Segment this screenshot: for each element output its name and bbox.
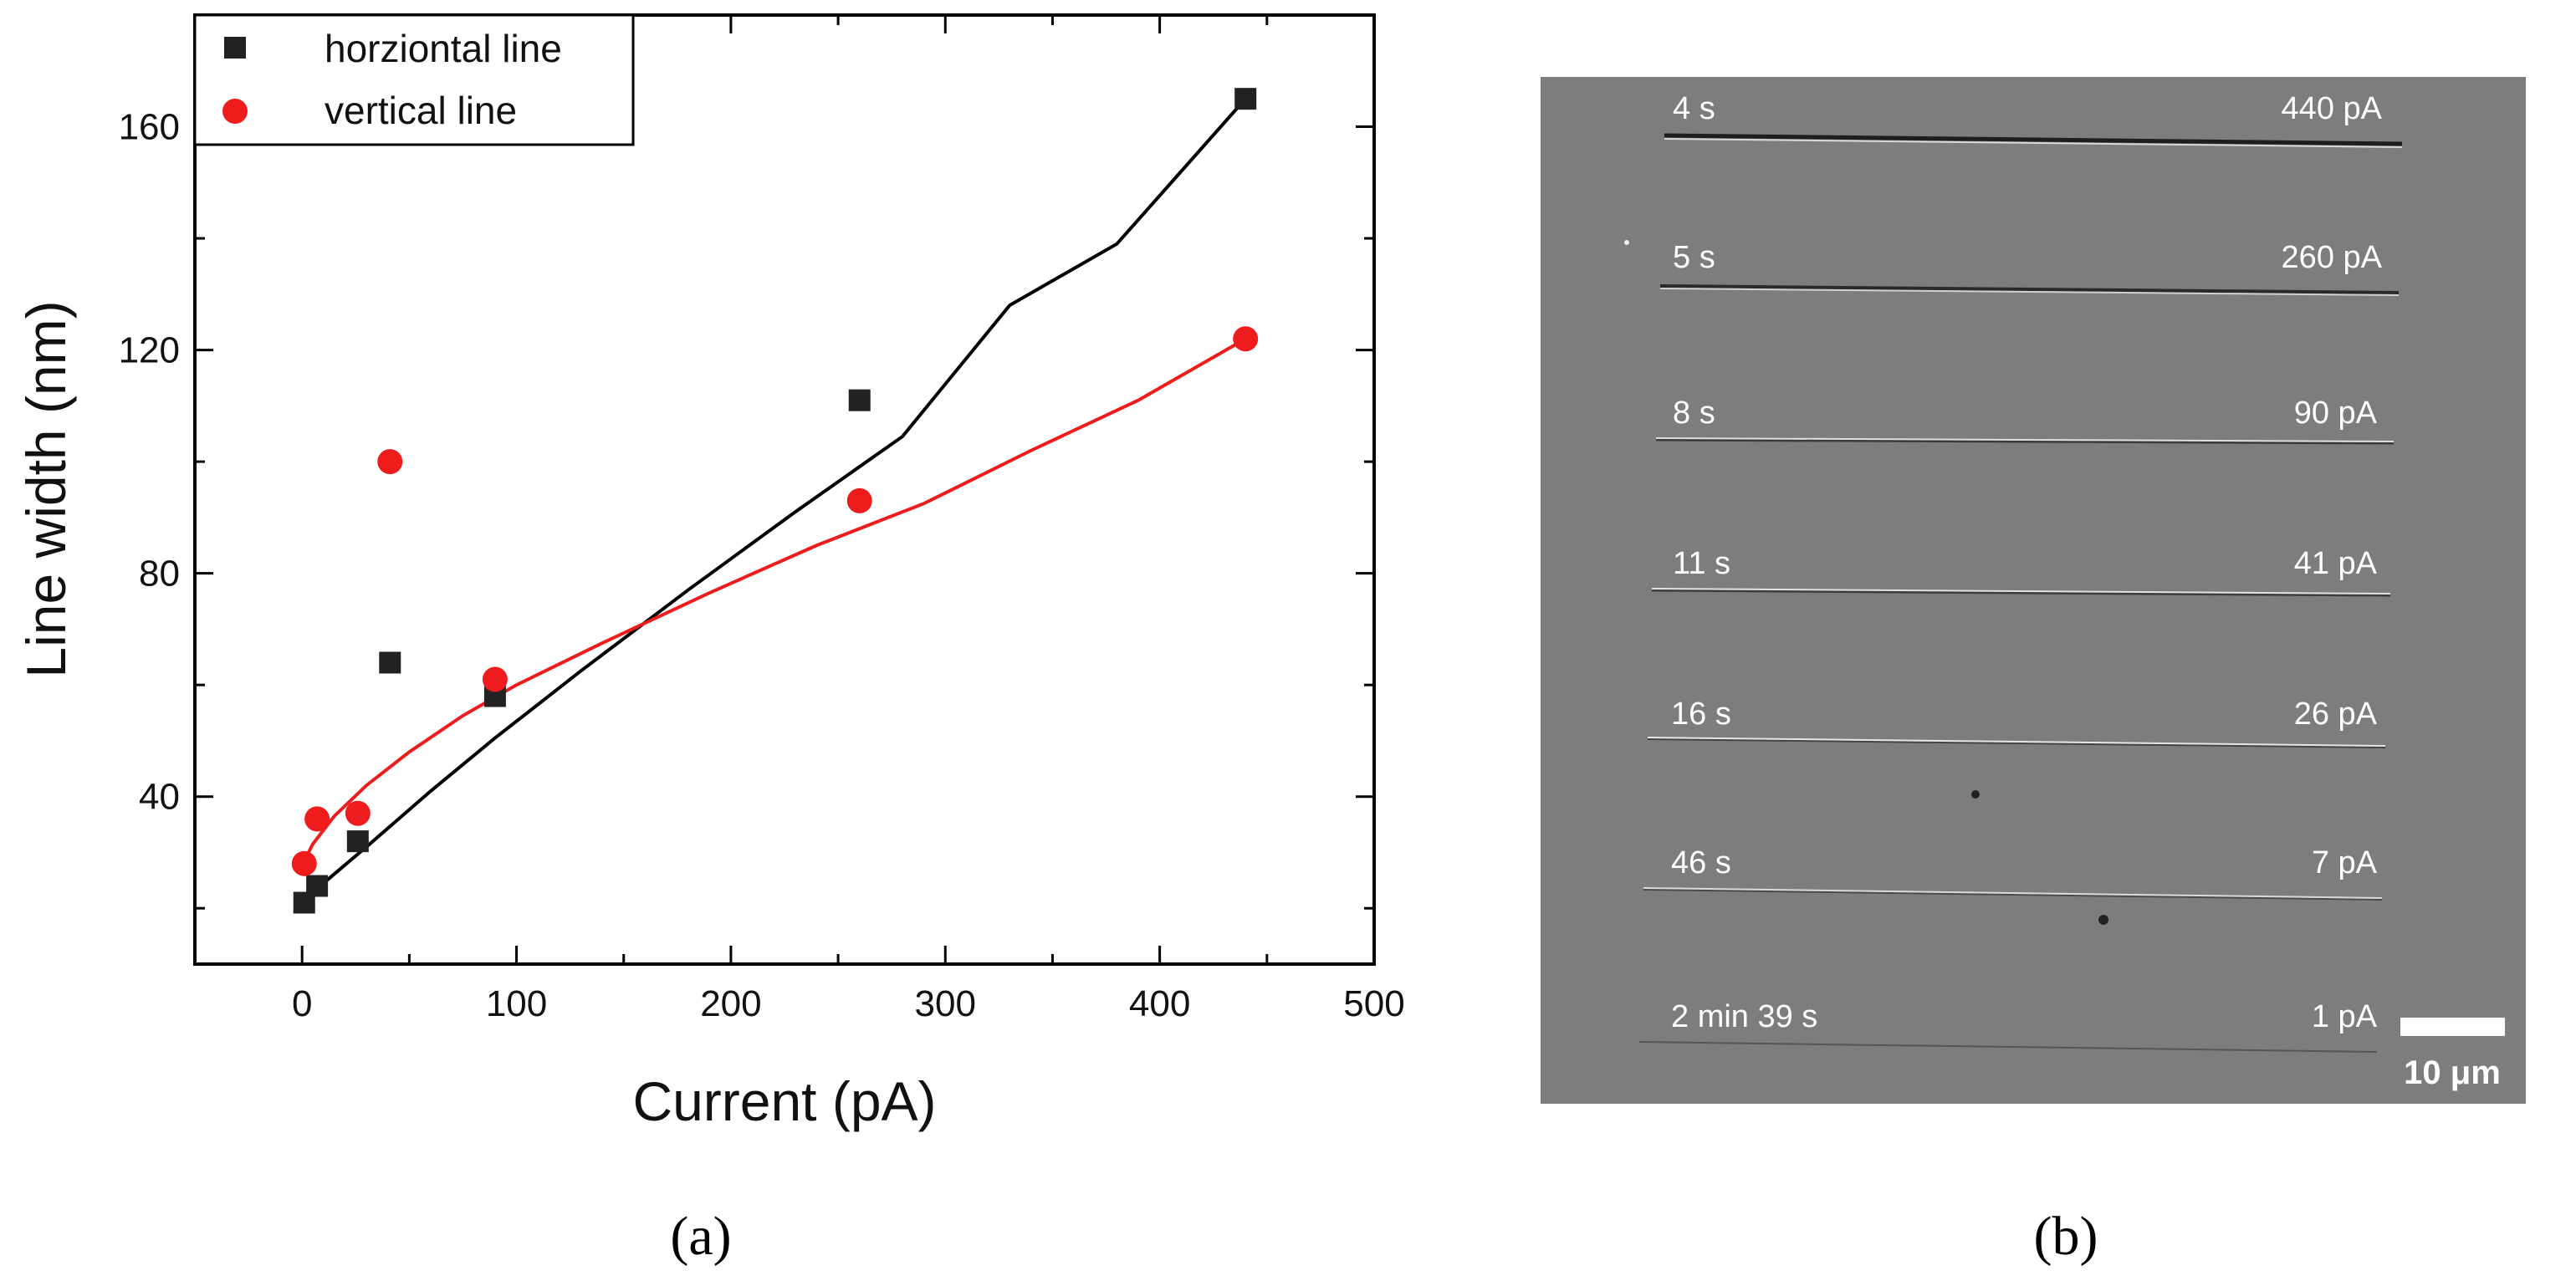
sem-current-6: 7 pA — [2312, 845, 2378, 880]
data-point-vertical — [1233, 326, 1259, 352]
sem-time-3: 8 s — [1673, 396, 1715, 431]
sem-time-4: 11 s — [1673, 546, 1730, 581]
speck — [1971, 790, 1980, 799]
written-line-4 — [1651, 589, 2391, 597]
y-axis-ticks: 40 80 120 160 — [119, 13, 1374, 910]
data-point-vertical — [304, 806, 330, 832]
scale-bar-label: 10 μm — [2404, 1054, 2501, 1091]
data-point-vertical — [846, 487, 872, 513]
chart-a: 0 100 200 300 400 500 40 80 120 160 Current (pA)… — [15, 13, 1405, 1132]
data-point-vertical — [345, 800, 371, 826]
written-line-6 — [1643, 889, 2383, 901]
x-tick-label: 200 — [700, 983, 761, 1024]
plot-frame — [193, 13, 1376, 966]
fit-curves — [302, 97, 1247, 901]
scale-bar — [2400, 1018, 2505, 1036]
data-point-horizontal — [1234, 88, 1257, 110]
data-point-horizontal — [379, 651, 401, 674]
sem-current-4: 41 pA — [2294, 546, 2378, 581]
sem-time-5: 16 s — [1671, 697, 1731, 732]
x-axis-ticks: 0 100 200 300 400 500 — [292, 15, 1405, 1024]
legend-box — [193, 13, 635, 146]
y-tick-label: 80 — [139, 554, 180, 595]
sem-image: 4 s 440 pA 5 s 260 pA 8 s 90 pA 11 s 41 … — [1541, 77, 2526, 1104]
x-tick-label: 400 — [1129, 983, 1190, 1024]
data-point-vertical — [291, 850, 317, 876]
y-axis-label: Line width (nm) — [15, 300, 77, 677]
written-line-3 — [1655, 438, 2395, 445]
fit-curve-horizontal — [303, 97, 1247, 901]
sem-time-1: 4 s — [1673, 91, 1715, 126]
sem-current-3: 90 pA — [2294, 396, 2378, 431]
x-tick-label: 0 — [292, 983, 312, 1024]
fit-curve-vertical — [302, 337, 1247, 862]
sem-current-7: 1 pA — [2312, 999, 2378, 1034]
data-points — [291, 88, 1259, 914]
written-line-5 — [1647, 738, 2386, 748]
sem-current-1: 440 pA — [2282, 91, 2383, 126]
legend-marker-vertical — [222, 99, 248, 124]
sem-time-7: 2 min 39 s — [1671, 999, 1817, 1034]
sem-time-6: 46 s — [1671, 845, 1731, 880]
legend: horziontal line vertical line — [193, 13, 635, 146]
x-axis-label: Current (pA) — [632, 1070, 936, 1132]
written-line-1 — [1664, 133, 2403, 146]
panel-label-a: (a) — [670, 1206, 731, 1267]
sem-current-5: 26 pA — [2294, 697, 2378, 732]
data-point-vertical — [482, 666, 508, 692]
data-point-horizontal — [848, 389, 871, 411]
legend-label-vertical: vertical line — [325, 89, 517, 132]
legend-label-horizontal: horziontal line — [325, 27, 562, 70]
speck — [2098, 915, 2108, 925]
data-point-horizontal — [346, 830, 369, 853]
written-line-2 — [1659, 284, 2400, 294]
sem-time-2: 5 s — [1673, 240, 1715, 275]
x-tick-label: 300 — [915, 983, 976, 1024]
y-tick-label: 120 — [119, 330, 180, 371]
written-line-7 — [1638, 1041, 2378, 1053]
y-tick-label: 160 — [119, 107, 180, 148]
legend-marker-horizontal — [224, 37, 246, 59]
x-tick-label: 100 — [486, 983, 547, 1024]
speck — [1624, 240, 1629, 245]
panel-label-b: (b) — [2034, 1206, 2098, 1267]
x-tick-label: 500 — [1343, 983, 1404, 1024]
sem-current-2: 260 pA — [2282, 240, 2383, 275]
data-point-vertical — [377, 449, 403, 475]
data-point-horizontal — [306, 875, 329, 897]
y-tick-label: 40 — [139, 777, 180, 818]
